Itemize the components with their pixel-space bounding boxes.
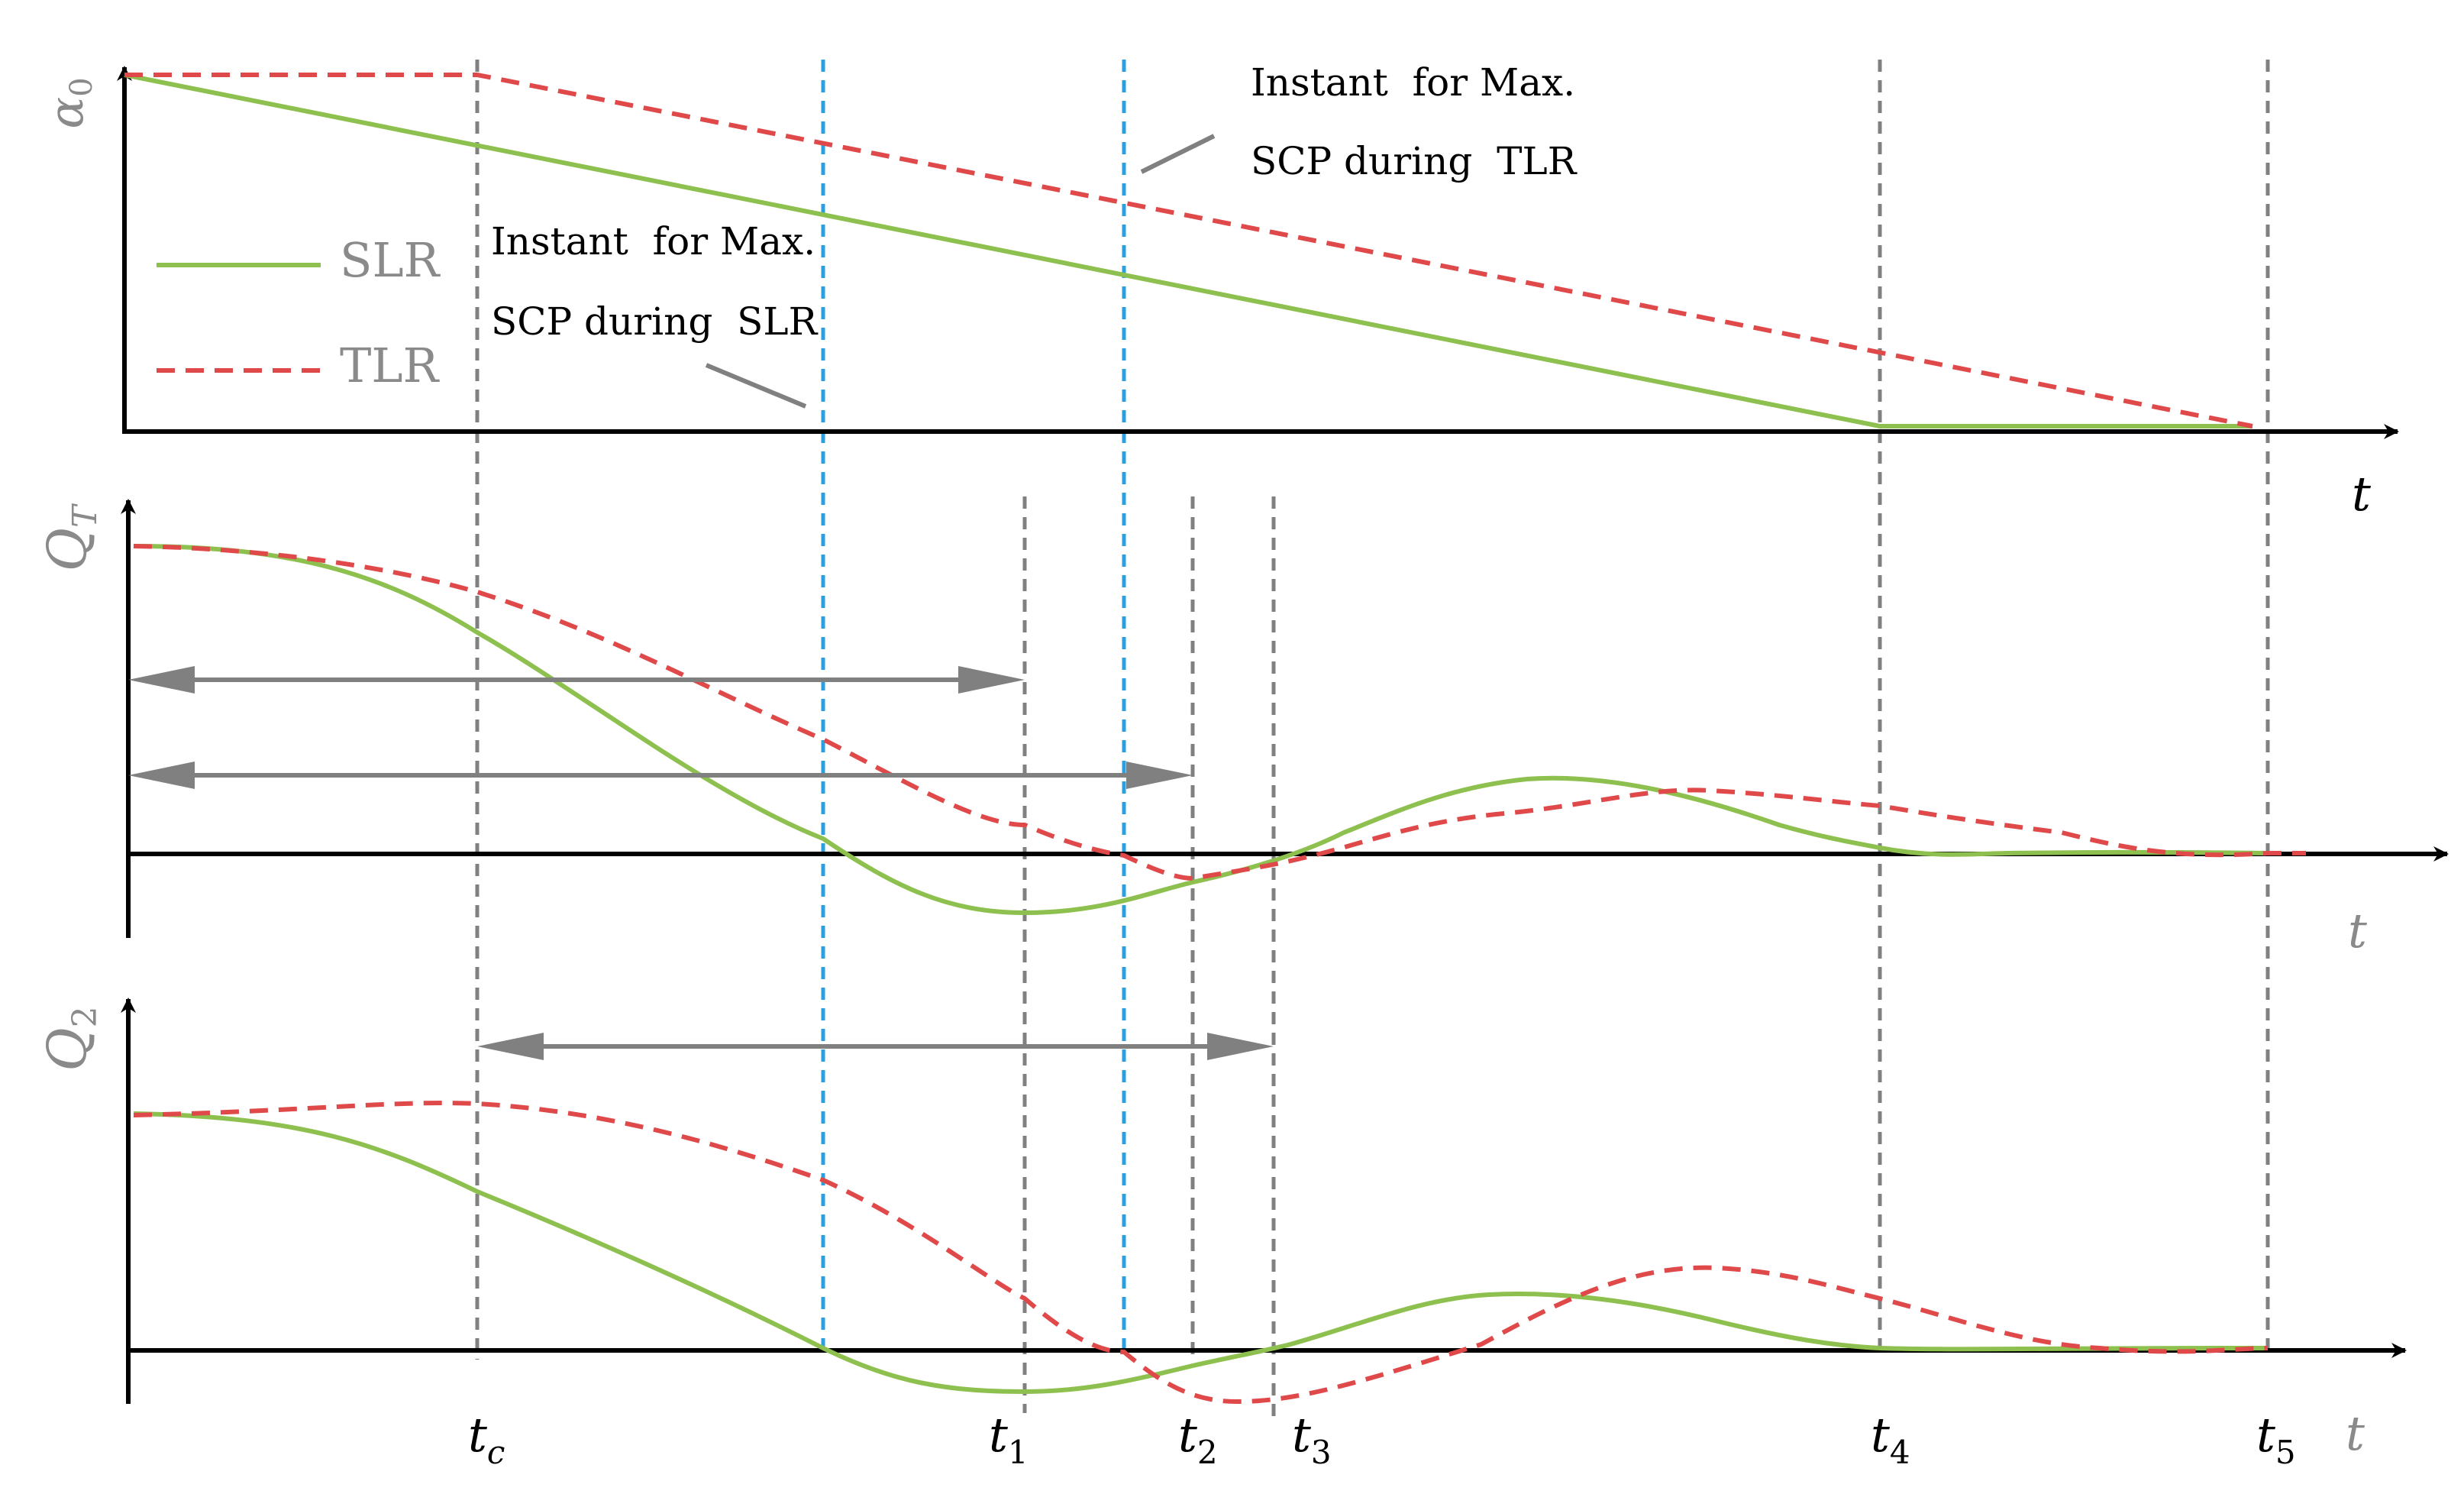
- panel3-tlr-curve: [133, 1100, 2269, 1405]
- slr-annotation-leader: [705, 363, 807, 409]
- panel2-ylabel-base: Q: [36, 528, 98, 571]
- slr-annotation-line1: Instant for Max.: [491, 219, 815, 264]
- panel2-duration-arrows: [128, 666, 1193, 789]
- panel3-ylabel-sub: 2: [66, 1006, 105, 1027]
- panel2-tlr-curve: [133, 544, 2306, 881]
- panel1-tlr-curve: [124, 73, 2253, 428]
- panel3-xlabel: t: [2346, 1405, 2365, 1461]
- arrow-to-t2-head-right: [1126, 762, 1193, 789]
- panel3-ylabel-base: Q: [36, 1027, 98, 1071]
- panel2-ylabel: QT: [36, 503, 105, 571]
- guide-lines: [475, 60, 2270, 1421]
- svg-text:α0: α0: [38, 77, 99, 128]
- label-t1: t1: [989, 1407, 1029, 1471]
- arrow-tc-to-t3-head-left: [477, 1033, 544, 1060]
- tlr-annotation-line2: SCP during TLR: [1251, 139, 1578, 183]
- panel2-xlabel: t: [2348, 903, 2367, 959]
- legend: SLR TLR: [157, 232, 441, 393]
- panel1-slr-curve: [124, 73, 2252, 428]
- panel2-curves: [133, 544, 2306, 916]
- label-t2: t2: [1178, 1407, 1218, 1471]
- svg-text:QT: QT: [36, 503, 105, 571]
- panel1-ylabel-sub: 0: [64, 77, 99, 96]
- panel2-ylabel-sub: T: [66, 503, 105, 528]
- time-markers: tc t1 t2 t3 t4 t5: [468, 1407, 2296, 1471]
- tlr-annotation-leader: [1140, 134, 1216, 174]
- panel2-slr-curve: [133, 544, 2269, 916]
- arrow-to-t1-head-right: [958, 666, 1025, 694]
- tlr-annotation-line1: Instant for Max.: [1251, 60, 1575, 105]
- annotation-leaders: [705, 134, 1216, 409]
- svg-text:Q2: Q2: [36, 1006, 105, 1071]
- legend-tlr-label: TLR: [340, 338, 441, 393]
- panel1-ylabel: α0: [38, 77, 99, 128]
- label-t5: t5: [2256, 1407, 2296, 1471]
- panel3-ylabel: Q2: [36, 1006, 105, 1071]
- panel1-xlabel: t: [2352, 466, 2371, 522]
- arrow-tc-to-t3-head-right: [1207, 1033, 1274, 1060]
- panel3-duration-arrow: [477, 1033, 1274, 1060]
- axes: [117, 66, 2449, 1404]
- label-tc: tc: [468, 1407, 505, 1471]
- arrow-to-t2-head-left: [128, 762, 195, 789]
- label-t3: t3: [1292, 1407, 1332, 1471]
- legend-slr-label: SLR: [340, 232, 441, 288]
- label-t4: t4: [1871, 1407, 1910, 1471]
- slr-annotation-line2: SCP during SLR: [491, 299, 819, 344]
- panel1-ylabel-base: α: [38, 97, 94, 129]
- arrow-to-t1-head-left: [128, 666, 195, 694]
- panel1-curves: [124, 73, 2253, 428]
- panel3-curves: [133, 1100, 2269, 1405]
- panel3-slr-curve: [133, 1111, 2269, 1395]
